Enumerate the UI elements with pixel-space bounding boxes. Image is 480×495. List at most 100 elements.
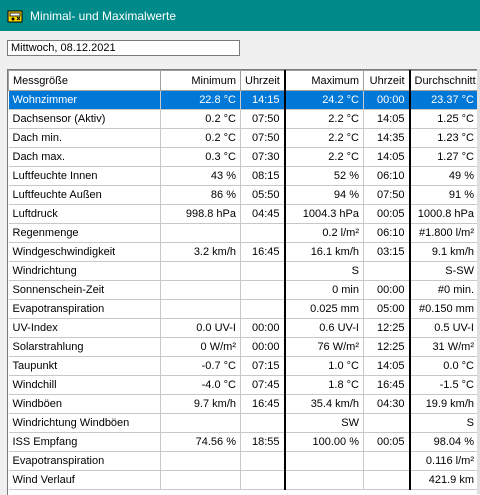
- table-row[interactable]: Taupunkt -0.7 °C 07:15 1.0 °C 14:05 0.0 °C: [8, 356, 479, 376]
- table-row[interactable]: Wohnzimmer 22.8 °C 14:15 24.2 °C 00:00 23.37 …: [8, 90, 479, 110]
- table-row[interactable]: ISS Empfang 74.56 % 18:55 100.00 % 00:05 98.0…: [8, 432, 479, 452]
- cell-min-time: 00:00: [240, 318, 285, 338]
- table-border-right: [477, 69, 480, 494]
- table-row[interactable]: Luftfeuchte Außen 86 % 05:50 94 % 07:50 91 %: [8, 185, 479, 205]
- cell-min-time: 07:30: [240, 147, 285, 167]
- cell-maximum: S: [283, 261, 364, 281]
- cell-max-time: [363, 470, 410, 490]
- cell-min-time: 14:15: [240, 90, 285, 110]
- table-row[interactable]: Wind Verlauf 421.9 km: [8, 470, 479, 490]
- table-row[interactable]: Sonnenschein-Zeit 0 min 00:00 #0 min.: [8, 280, 479, 300]
- table-row[interactable]: Windrichtung Windböen SW S: [8, 413, 479, 433]
- cell-average: 91 %: [408, 185, 479, 205]
- cell-maximum: 16.1 km/h: [283, 242, 364, 262]
- cell-average: #1.800 l/m²: [408, 223, 479, 243]
- cell-max-time: 00:00: [363, 90, 410, 110]
- cell-average: 0.116 l/m²: [408, 451, 479, 471]
- table-row[interactable]: UV-Index 0.0 UV-I 00:00 0.6 UV-I 12:25 0.5 UV…: [8, 318, 479, 338]
- cell-max-time: [363, 451, 410, 471]
- cell-minimum: 9.7 km/h: [160, 394, 241, 414]
- cell-max-time: 16:45: [363, 375, 410, 395]
- title-bar: Minimal- und Maximalwerte: [0, 0, 480, 31]
- cell-maximum: [283, 470, 364, 490]
- cell-min-time: 05:50: [240, 185, 285, 205]
- cell-minimum: [160, 299, 241, 319]
- cell-average: 0.0 °C: [408, 356, 479, 376]
- table-row[interactable]: Evapotranspiration 0.116 l/m²: [8, 451, 479, 471]
- cell-minimum: 0.2 °C: [160, 128, 241, 148]
- table-row[interactable]: Dach min. 0.2 °C 07:50 2.2 °C 14:35 1.23 °C: [8, 128, 479, 148]
- table-row[interactable]: Windchill -4.0 °C 07:45 1.8 °C 16:45 -1.5 °C: [8, 375, 479, 395]
- table-row[interactable]: Regenmenge 0.2 l/m² 06:10 #1.800 l/m²: [8, 223, 479, 243]
- cell-name: Sonnenschein-Zeit: [8, 280, 161, 300]
- date-field[interactable]: Mittwoch, 08.12.2021: [7, 40, 240, 56]
- cell-maximum: 1004.3 hPa: [283, 204, 364, 224]
- cell-min-time: 18:55: [240, 432, 285, 452]
- cell-minimum: 0.3 °C: [160, 147, 241, 167]
- cell-average: 421.9 km: [408, 470, 479, 490]
- cell-min-time: [240, 470, 285, 490]
- cell-maximum: 0.2 l/m²: [283, 223, 364, 243]
- cell-min-time: [240, 261, 285, 281]
- cell-minimum: [160, 223, 241, 243]
- cell-average: 19.9 km/h: [408, 394, 479, 414]
- table-row[interactable]: Solarstrahlung 0 W/m² 00:00 76 W/m² 12:25 31 …: [8, 337, 479, 357]
- header-uhrzeit-min[interactable]: Uhrzeit: [240, 70, 285, 91]
- header-maximum[interactable]: Maximum: [283, 70, 364, 91]
- cell-name: Windchill: [8, 375, 161, 395]
- cell-max-time: 03:15: [363, 242, 410, 262]
- cell-name: Dachsensor (Aktiv): [8, 109, 161, 129]
- cell-average: #0 min.: [408, 280, 479, 300]
- cell-minimum: 0 W/m²: [160, 337, 241, 357]
- cell-max-time: 14:05: [363, 147, 410, 167]
- cell-min-time: 04:45: [240, 204, 285, 224]
- cell-maximum: 0 min: [283, 280, 364, 300]
- table-row[interactable]: Dach max. 0.3 °C 07:30 2.2 °C 14:05 1.27 °C: [8, 147, 479, 167]
- cell-min-time: 07:50: [240, 109, 285, 129]
- cell-maximum: 1.8 °C: [283, 375, 364, 395]
- cell-name: UV-Index: [8, 318, 161, 338]
- cell-minimum: -0.7 °C: [160, 356, 241, 376]
- cell-name: Wohnzimmer: [8, 90, 161, 110]
- cell-maximum: 24.2 °C: [283, 90, 364, 110]
- cell-average: 0.5 UV-I: [408, 318, 479, 338]
- cell-maximum: 0.025 mm: [283, 299, 364, 319]
- table-row[interactable]: Luftfeuchte Innen 43 % 08:15 52 % 06:10 49 %: [8, 166, 479, 186]
- cell-name: Windrichtung Windböen: [8, 413, 161, 433]
- header-uhrzeit-max[interactable]: Uhrzeit: [363, 70, 410, 91]
- cell-max-time: [363, 261, 410, 281]
- cell-name: Regenmenge: [8, 223, 161, 243]
- cell-max-time: 06:10: [363, 223, 410, 243]
- cell-max-time: 04:30: [363, 394, 410, 414]
- table-row[interactable]: Luftdruck 998.8 hPa 04:45 1004.3 hPa 00:05 10…: [8, 204, 479, 224]
- cell-maximum: 2.2 °C: [283, 147, 364, 167]
- app-icon: [7, 10, 23, 22]
- table-row[interactable]: Evapotranspiration 0.025 mm 05:00 #0.150 mm: [8, 299, 479, 319]
- cell-name: Dach min.: [8, 128, 161, 148]
- cell-minimum: 74.56 %: [160, 432, 241, 452]
- table-row[interactable]: Dachsensor (Aktiv) 0.2 °C 07:50 2.2 °C 14:05…: [8, 109, 479, 129]
- cell-minimum: 43 %: [160, 166, 241, 186]
- cell-max-time: 14:05: [363, 356, 410, 376]
- cell-average: 1.23 °C: [408, 128, 479, 148]
- table-row[interactable]: Windrichtung S S-SW: [8, 261, 479, 281]
- cell-minimum: [160, 261, 241, 281]
- cell-max-time: 14:05: [363, 109, 410, 129]
- header-durchschnitt[interactable]: Durchschnitt: [408, 70, 479, 91]
- header-minimum[interactable]: Minimum: [160, 70, 241, 91]
- cell-min-time: [240, 299, 285, 319]
- cell-maximum: 0.6 UV-I: [283, 318, 364, 338]
- cell-minimum: 0.2 °C: [160, 109, 241, 129]
- cell-average: 49 %: [408, 166, 479, 186]
- cell-minimum: [160, 451, 241, 471]
- cell-maximum: 94 %: [283, 185, 364, 205]
- table-row[interactable]: Windböen 9.7 km/h 16:45 35.4 km/h 04:30 19.9 …: [8, 394, 479, 414]
- cell-minimum: 998.8 hPa: [160, 204, 241, 224]
- cell-minimum: [160, 280, 241, 300]
- cell-name: Evapotranspiration: [8, 299, 161, 319]
- cell-minimum: -4.0 °C: [160, 375, 241, 395]
- cell-average: #0.150 mm: [408, 299, 479, 319]
- table-row[interactable]: Windgeschwindigkeit 3.2 km/h 16:45 16.1 km/…: [8, 242, 479, 262]
- cell-average: 98.04 %: [408, 432, 479, 452]
- header-messgroesse[interactable]: Messgröße: [8, 70, 161, 91]
